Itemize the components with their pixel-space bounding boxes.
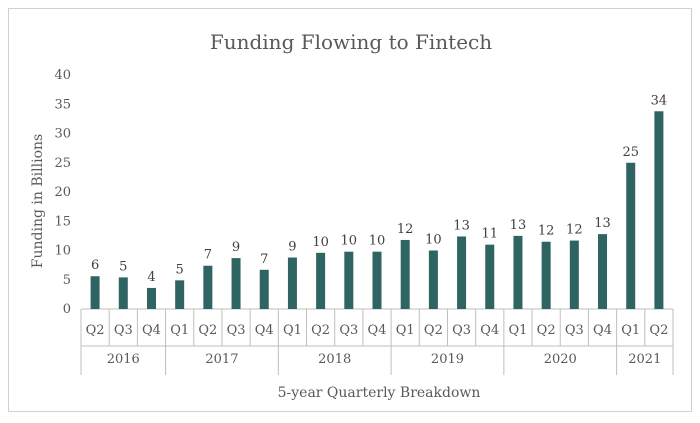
chart-svg: Funding Flowing to Fintech 5-year Quarte…	[30, 30, 674, 401]
y-tick-label: 0	[63, 302, 71, 317]
data-label: 5	[119, 259, 127, 274]
x-tick-label: Q4	[142, 323, 161, 338]
x-tick-label: Q1	[621, 323, 640, 338]
bar	[372, 251, 382, 309]
data-label: 5	[176, 262, 184, 277]
data-label: 13	[510, 218, 527, 233]
x-axis-title: 5-year Quarterly Breakdown	[278, 385, 481, 401]
data-label: 34	[651, 93, 668, 108]
bar	[541, 241, 551, 309]
bar	[203, 265, 213, 309]
bar	[344, 251, 354, 309]
bar	[259, 269, 269, 309]
bar	[428, 250, 438, 309]
bar	[316, 252, 326, 309]
data-label: 4	[147, 270, 155, 285]
data-label: 13	[453, 218, 470, 233]
data-label: 10	[341, 234, 358, 249]
bar	[457, 236, 467, 309]
bar	[118, 277, 128, 309]
bar	[146, 287, 156, 309]
x-tick-label: Q2	[649, 323, 668, 338]
data-label: 12	[566, 223, 583, 238]
bar	[485, 244, 495, 309]
data-label: 6	[91, 258, 99, 273]
x-tick-label: Q4	[480, 323, 499, 338]
bar	[569, 240, 579, 309]
data-label: 9	[288, 240, 296, 255]
data-label: 7	[260, 252, 268, 267]
x-tick-label: Q4	[593, 323, 612, 338]
x-tick-label: Q1	[283, 323, 302, 338]
x-tick-label: Q4	[368, 323, 387, 338]
plot-area: 05101520253035406Q25Q34Q420165Q17Q29Q37Q…	[54, 68, 674, 375]
x-tick-label: Q2	[424, 323, 443, 338]
x-tick-label: Q1	[170, 323, 189, 338]
data-label: 12	[538, 224, 555, 239]
y-tick-label: 15	[54, 214, 71, 229]
x-tick-label: Q2	[198, 323, 217, 338]
data-label: 12	[397, 222, 414, 237]
x-tick-label: Q1	[396, 323, 415, 338]
data-label: 9	[232, 240, 240, 255]
x-tick-label: Q2	[311, 323, 330, 338]
x-group-label: 2020	[544, 352, 577, 367]
x-group-label: 2019	[431, 352, 464, 367]
x-tick-label: Q2	[537, 323, 556, 338]
x-tick-label: Q3	[565, 323, 584, 338]
x-group-label: 2017	[205, 352, 238, 367]
chart-title: Funding Flowing to Fintech	[210, 30, 492, 54]
data-label: 25	[622, 145, 639, 160]
bar	[598, 234, 608, 309]
x-tick-label: Q3	[452, 323, 471, 338]
y-tick-label: 40	[54, 68, 71, 83]
x-group-label: 2016	[107, 352, 140, 367]
y-tick-label: 35	[54, 97, 71, 112]
x-tick-label: Q4	[255, 323, 274, 338]
chart-frame: Funding Flowing to Fintech 5-year Quarte…	[8, 8, 692, 412]
y-tick-label: 30	[54, 127, 71, 142]
bar	[175, 280, 185, 309]
y-tick-label: 10	[54, 244, 71, 259]
x-group-label: 2018	[318, 352, 351, 367]
bar	[513, 235, 523, 309]
x-tick-label: Q3	[227, 323, 246, 338]
x-tick-label: Q1	[508, 323, 527, 338]
y-tick-label: 5	[63, 273, 71, 288]
data-label: 7	[204, 248, 212, 263]
data-label: 13	[594, 216, 611, 231]
data-label: 10	[425, 233, 442, 248]
bar	[90, 276, 100, 309]
y-tick-label: 25	[54, 156, 71, 171]
bar	[287, 257, 297, 309]
data-label: 10	[369, 234, 386, 249]
bar	[231, 258, 241, 309]
bar	[654, 111, 664, 310]
data-label: 10	[312, 235, 329, 250]
data-label: 11	[481, 227, 498, 242]
x-tick-label: Q3	[339, 323, 358, 338]
bar	[400, 239, 410, 309]
x-tick-label: Q3	[114, 323, 133, 338]
y-tick-label: 20	[54, 185, 71, 200]
x-tick-label: Q2	[86, 323, 105, 338]
x-group-label: 2021	[628, 352, 661, 367]
bar	[626, 162, 636, 309]
y-axis-title: Funding in Billions	[30, 134, 46, 268]
